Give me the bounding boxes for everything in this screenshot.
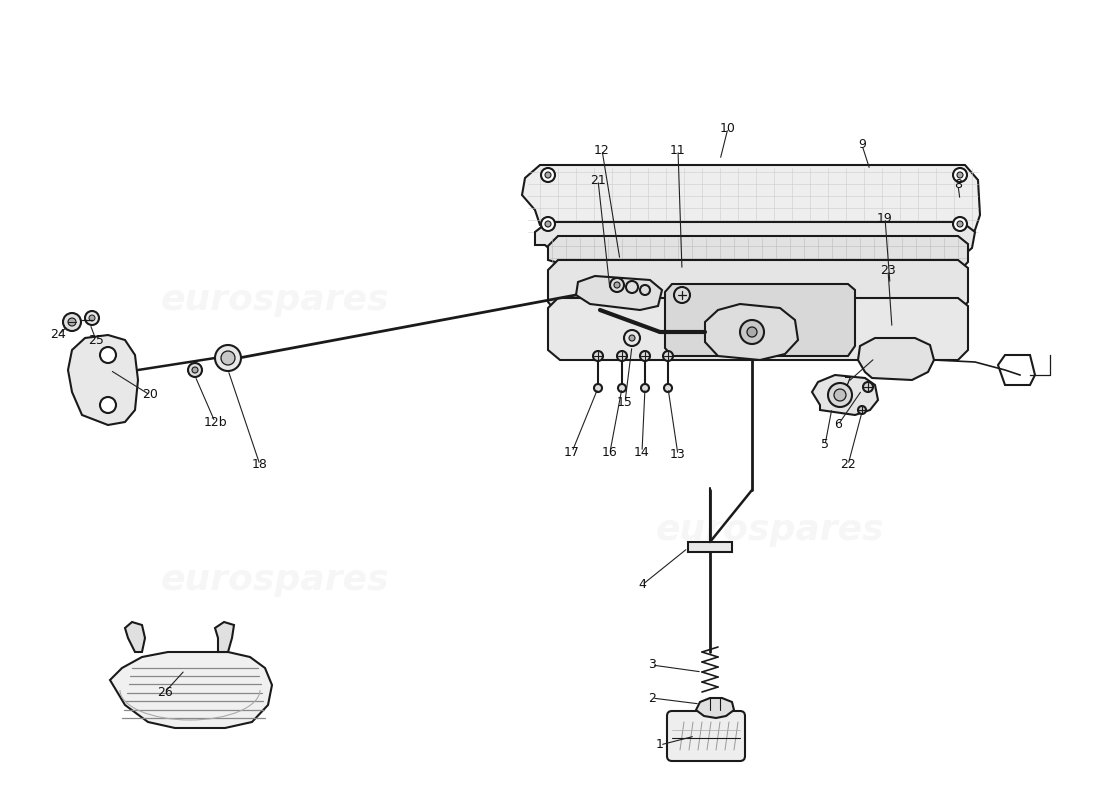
Circle shape [541,168,556,182]
Circle shape [221,351,235,365]
Text: eurospares: eurospares [161,563,389,597]
Circle shape [593,351,603,361]
Text: eurospares: eurospares [656,513,884,547]
Text: 9: 9 [858,138,866,151]
Text: 20: 20 [142,389,158,402]
Text: eurospares: eurospares [656,183,884,217]
Polygon shape [125,622,145,652]
Circle shape [640,351,650,361]
Text: 12: 12 [594,143,609,157]
Polygon shape [522,165,980,238]
Polygon shape [548,236,968,272]
Circle shape [957,172,962,178]
Circle shape [68,318,76,326]
Circle shape [626,281,638,293]
Text: 11: 11 [670,143,686,157]
Text: eurospares: eurospares [161,283,389,317]
Text: 22: 22 [840,458,856,471]
Text: 14: 14 [634,446,650,458]
Circle shape [664,384,672,392]
Polygon shape [68,335,138,425]
Circle shape [100,347,116,363]
Circle shape [544,221,551,227]
Polygon shape [548,288,968,360]
Circle shape [192,367,198,373]
Polygon shape [812,375,878,415]
Text: 3: 3 [648,658,656,671]
Circle shape [544,172,551,178]
Polygon shape [548,260,968,310]
Circle shape [828,383,852,407]
Circle shape [834,389,846,401]
Text: 19: 19 [877,211,893,225]
Text: 15: 15 [617,395,632,409]
Circle shape [953,217,967,231]
Text: 17: 17 [564,446,580,458]
Polygon shape [535,222,975,258]
Circle shape [594,384,602,392]
Circle shape [214,345,241,371]
Circle shape [747,327,757,337]
Circle shape [663,351,673,361]
Polygon shape [696,698,734,718]
Polygon shape [576,276,662,310]
Circle shape [63,313,81,331]
Text: 26: 26 [157,686,173,698]
Text: 25: 25 [88,334,103,346]
Text: 2: 2 [648,691,656,705]
Polygon shape [705,304,798,360]
Circle shape [618,384,626,392]
Circle shape [640,285,650,295]
Circle shape [957,221,962,227]
Circle shape [89,315,95,321]
Text: 5: 5 [821,438,829,451]
FancyBboxPatch shape [667,711,745,761]
Circle shape [740,320,764,344]
Circle shape [629,335,635,341]
Text: 4: 4 [638,578,646,591]
Text: 23: 23 [880,263,895,277]
Polygon shape [110,652,272,728]
Polygon shape [666,284,855,356]
Text: 1: 1 [656,738,664,751]
Text: 6: 6 [834,418,842,431]
Polygon shape [688,542,732,552]
Text: 12b: 12b [204,415,227,429]
Text: 8: 8 [954,178,962,191]
Polygon shape [858,338,934,380]
Text: 7: 7 [844,375,852,389]
Text: 24: 24 [51,329,66,342]
Circle shape [541,217,556,231]
Circle shape [864,382,873,392]
Text: 16: 16 [602,446,618,458]
Circle shape [614,282,620,288]
Circle shape [188,363,202,377]
Circle shape [85,311,99,325]
Text: 13: 13 [670,449,686,462]
Circle shape [674,287,690,303]
Text: 18: 18 [252,458,268,471]
Circle shape [641,384,649,392]
Circle shape [858,406,866,414]
Text: 10: 10 [720,122,736,134]
Circle shape [617,351,627,361]
Circle shape [100,397,116,413]
Circle shape [610,278,624,292]
Circle shape [953,168,967,182]
Text: 21: 21 [590,174,606,186]
Polygon shape [214,622,234,652]
